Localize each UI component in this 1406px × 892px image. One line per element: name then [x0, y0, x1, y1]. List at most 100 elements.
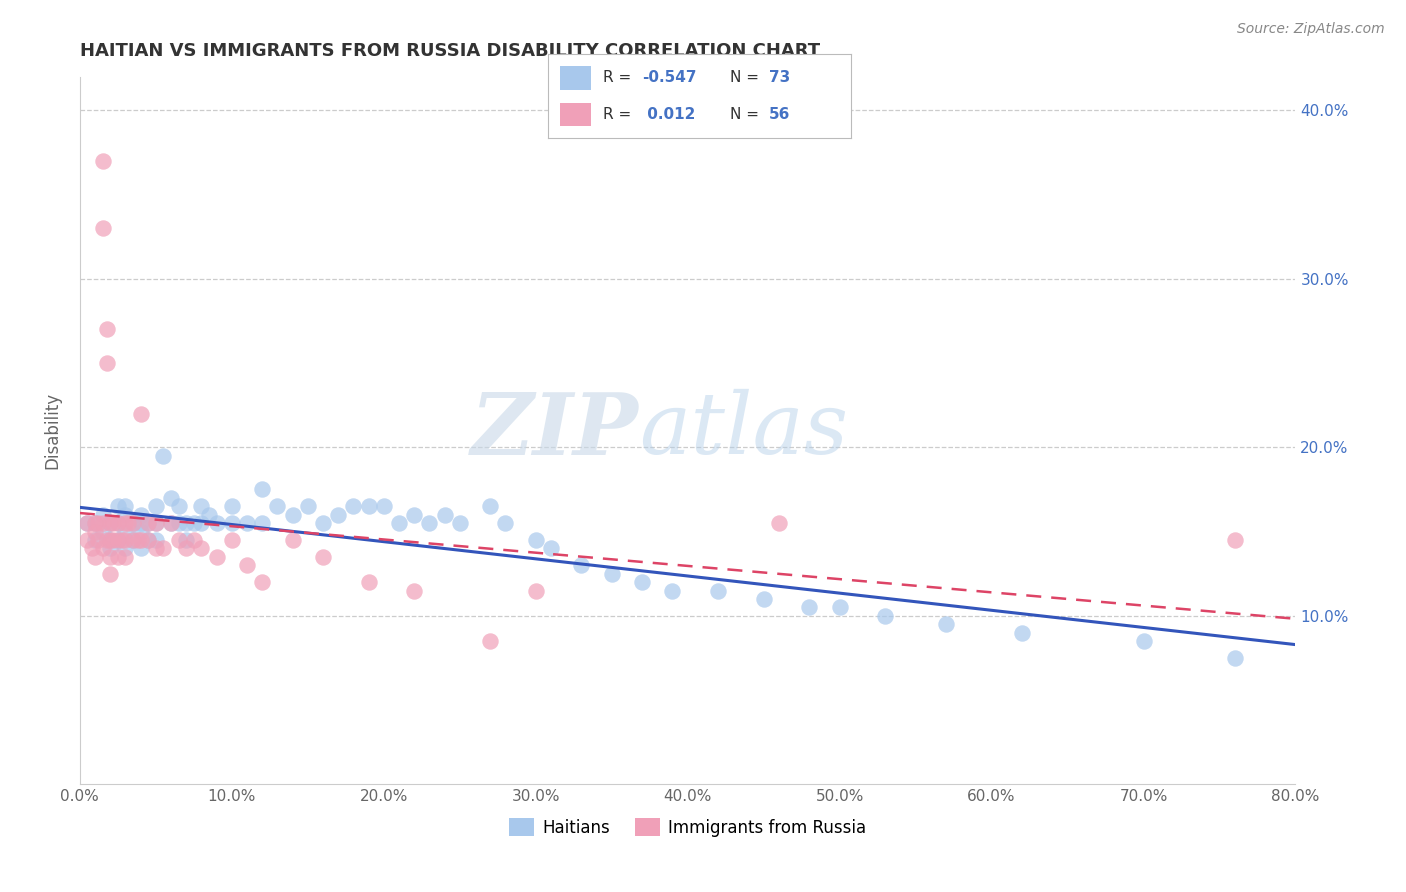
- Point: [96, 356, 118, 370]
- Point: [129, 533, 152, 547]
- Point: [631, 575, 654, 590]
- Point: [145, 500, 167, 514]
- Point: [84, 533, 107, 547]
- Point: [250, 575, 273, 590]
- Point: [479, 634, 502, 648]
- Point: [84, 516, 107, 531]
- Point: [167, 516, 190, 531]
- Point: [190, 516, 212, 531]
- Point: [190, 500, 212, 514]
- Point: [91, 221, 114, 235]
- Point: [84, 524, 107, 539]
- Point: [114, 508, 136, 522]
- Point: [98, 533, 121, 547]
- Point: [342, 500, 364, 514]
- Text: R =: R =: [603, 107, 636, 121]
- Point: [828, 600, 851, 615]
- Point: [1223, 651, 1246, 665]
- Point: [91, 541, 114, 556]
- Point: [524, 533, 547, 547]
- Point: [404, 508, 426, 522]
- Point: [373, 500, 395, 514]
- Point: [221, 533, 243, 547]
- Point: [129, 541, 152, 556]
- Point: [160, 516, 183, 531]
- Bar: [561, 66, 591, 90]
- Point: [174, 533, 197, 547]
- Point: [281, 533, 304, 547]
- Point: [114, 549, 136, 564]
- Legend: Haitians, Immigrants from Russia: Haitians, Immigrants from Russia: [502, 812, 873, 843]
- Point: [418, 516, 440, 531]
- Point: [76, 516, 98, 531]
- Point: [707, 583, 730, 598]
- Point: [661, 583, 683, 598]
- Point: [107, 549, 129, 564]
- Point: [357, 500, 380, 514]
- Point: [297, 500, 319, 514]
- Text: atlas: atlas: [640, 389, 848, 472]
- Point: [569, 558, 592, 573]
- Point: [145, 516, 167, 531]
- Point: [136, 516, 159, 531]
- Point: [107, 533, 129, 547]
- Point: [236, 558, 259, 573]
- Point: [167, 533, 190, 547]
- Point: [96, 322, 118, 336]
- Point: [76, 533, 98, 547]
- Point: [145, 516, 167, 531]
- Point: [174, 541, 197, 556]
- Point: [127, 533, 149, 547]
- Point: [87, 533, 110, 547]
- Point: [449, 516, 471, 531]
- Text: N =: N =: [730, 70, 763, 85]
- Point: [114, 541, 136, 556]
- Point: [388, 516, 411, 531]
- Point: [160, 491, 183, 505]
- Point: [84, 516, 107, 531]
- Point: [752, 592, 775, 607]
- Bar: [561, 103, 591, 127]
- Point: [935, 617, 957, 632]
- Point: [98, 533, 121, 547]
- Point: [107, 500, 129, 514]
- Point: [198, 508, 221, 522]
- Point: [152, 449, 174, 463]
- Point: [174, 516, 197, 531]
- Point: [114, 516, 136, 531]
- Point: [205, 516, 228, 531]
- Point: [404, 583, 426, 598]
- Point: [799, 600, 821, 615]
- Point: [875, 608, 897, 623]
- Point: [129, 407, 152, 421]
- Point: [103, 533, 125, 547]
- Point: [1132, 634, 1154, 648]
- Point: [136, 533, 159, 547]
- Point: [107, 516, 129, 531]
- Text: ZIP: ZIP: [471, 389, 640, 472]
- Point: [281, 508, 304, 522]
- Point: [91, 153, 114, 168]
- Point: [122, 533, 145, 547]
- Point: [266, 500, 288, 514]
- Point: [152, 541, 174, 556]
- Point: [205, 549, 228, 564]
- Point: [136, 533, 159, 547]
- Text: 73: 73: [769, 70, 790, 85]
- Point: [114, 533, 136, 547]
- Point: [540, 541, 562, 556]
- Point: [76, 516, 98, 531]
- Point: [312, 516, 335, 531]
- Point: [167, 500, 190, 514]
- Point: [91, 524, 114, 539]
- Point: [1011, 625, 1033, 640]
- Point: [312, 549, 335, 564]
- Point: [117, 516, 139, 531]
- Y-axis label: Disability: Disability: [44, 392, 60, 469]
- Point: [768, 516, 790, 531]
- Point: [129, 524, 152, 539]
- Point: [107, 516, 129, 531]
- Point: [250, 516, 273, 531]
- Point: [479, 500, 502, 514]
- Point: [91, 516, 114, 531]
